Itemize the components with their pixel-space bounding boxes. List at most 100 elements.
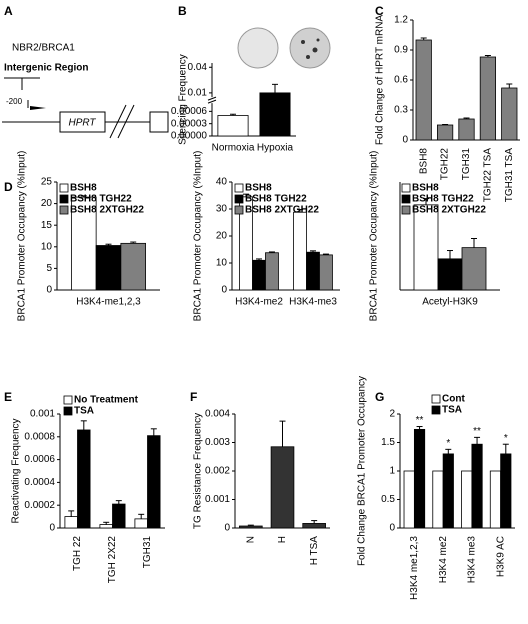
x-tick-label: BSH8 [418,148,429,175]
y-axis-label: BRCA1 Promoter Occupancy (%Input) [193,151,204,322]
x-tick-label: H3K4-me2 [235,297,283,308]
bar [432,470,444,529]
y-tick-label: 30 [216,204,228,215]
y-axis-label: BRCA1 Promoter Occupancy (%Input) [369,151,380,322]
legend-swatch [234,194,244,204]
y-tick-label: 10 [41,241,53,252]
bar [458,118,475,141]
bar [302,523,326,529]
bar [147,435,161,529]
legend-swatch [59,183,69,193]
hprt-label: HPRT [68,118,96,129]
y-tick-label: 0.5 [381,494,395,505]
significance: ** [473,426,481,437]
y-tick-label: 0 [221,285,227,296]
y-tick-label: 0.0002 [24,500,55,511]
bar [461,247,487,291]
bar [500,453,512,529]
significance: ** [416,415,424,426]
legend-label: BSH8 2XTGH22 [245,205,319,216]
bar [99,524,113,529]
y-tick-label: 0 [389,523,395,534]
dish [289,27,331,69]
legend-swatch [234,205,244,215]
legend-swatch [401,205,411,215]
bar [265,252,279,291]
x-tick-label: H3K4-me1,2,3 [76,297,141,308]
y-tick-label: 0.00000 [171,131,208,142]
exon-box [149,111,169,133]
bar [293,211,307,291]
bar [415,39,432,141]
colony [306,55,310,59]
arrow [30,106,46,110]
legend-swatch [59,205,69,215]
y-tick-label: 0.0008 [24,431,55,442]
y-tick-label: 0.004 [205,409,230,420]
y-tick-label: 20 [41,198,53,209]
legend-label: BSH8 [245,183,272,194]
y-tick-label: 0.0004 [24,477,55,488]
break-mark [117,104,135,139]
x-tick-label: TGH 2X22 [107,536,118,584]
legend-label: BSH8 TGH22 [412,194,474,205]
bar [413,204,439,291]
y-tick-label: 20 [216,231,228,242]
bar [403,470,415,529]
legend-label: BSH8 TGH22 [70,194,132,205]
legend-swatch [401,194,411,204]
legend-label: BSH8 2XTGH22 [70,205,144,216]
legend-label: TSA [74,406,94,417]
x-tick-label: H3K4 me2 [438,536,449,584]
x-tick-label: TGH31 TSA [504,148,515,203]
legend-swatch [401,183,411,193]
y-axis-label: BRCA1 Promoter Occupancy (%Input) [17,151,28,322]
axis-break [207,96,217,101]
panel-label: F [190,390,197,404]
y-tick-label: 0 [46,285,52,296]
bar [134,518,148,529]
legend-label: No Treatment [74,395,139,406]
bar [64,516,78,529]
legend-label: BSH8 2XTGH22 [412,205,486,216]
x-tick-label: TGH22 TSA [483,148,494,203]
y-tick-label: 1 [389,466,395,477]
bar [112,503,126,529]
y-tick-label: 0.0006 [24,454,55,465]
x-tick-label: Normoxia [212,143,255,154]
y-tick-label: 0.04 [188,62,208,73]
legend-label: BSH8 [412,183,439,194]
y-tick-label: 1.2 [394,15,408,26]
gene-label: NBR2/BRCA1 [12,43,75,54]
panel-label: D [4,180,13,194]
y-tick-label: 0.003 [205,437,230,448]
break-mark [109,104,127,139]
region-label: Intergenic Region [4,63,88,74]
x-tick-label: H TSA [309,536,320,566]
colony [301,40,305,44]
y-tick-label: 15 [41,220,53,231]
bar [489,470,502,529]
bar [77,429,91,529]
panel-label: A [4,4,13,18]
y-tick-label: 0.6 [394,75,408,86]
x-tick-label: H3K4 me1,2,3 [409,536,420,600]
legend-label: TSA [442,405,462,416]
x-tick-label: TGH31 [461,148,472,181]
x-tick-label: H [277,536,288,543]
y-tick-label: 25 [41,177,53,188]
bar [442,453,454,529]
y-tick-label: 0 [402,135,408,146]
y-tick-label: 0.001 [30,409,55,420]
y-tick-label: 10 [216,258,228,269]
y-tick-label: 0.002 [205,466,230,477]
y-tick-label: 0.01 [188,88,208,99]
panel-label: B [178,4,187,18]
legend-swatch [431,405,441,415]
colony-dishes [237,27,331,69]
y-tick-label: 0.001 [205,494,230,505]
legend-label: Cont [442,394,465,405]
legend-label: BSH8 TGH22 [245,194,307,205]
legend-swatch [234,183,244,193]
